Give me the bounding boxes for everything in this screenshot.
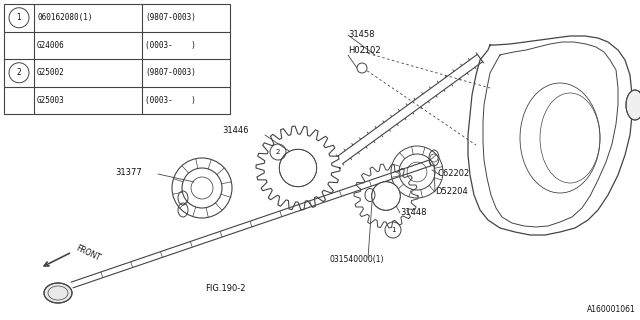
Text: 31458: 31458 — [348, 30, 374, 39]
Text: 1: 1 — [391, 227, 396, 233]
Text: A160001061: A160001061 — [588, 305, 636, 314]
Ellipse shape — [626, 90, 640, 120]
Text: G25002: G25002 — [37, 68, 65, 77]
Text: D52204: D52204 — [435, 187, 468, 196]
Text: 31446: 31446 — [222, 126, 248, 135]
Ellipse shape — [44, 283, 72, 303]
Text: C62202: C62202 — [438, 169, 470, 178]
Circle shape — [357, 63, 367, 73]
Text: 1: 1 — [17, 13, 21, 22]
Circle shape — [279, 149, 317, 187]
Circle shape — [372, 182, 400, 210]
Text: (9807-0003): (9807-0003) — [145, 68, 196, 77]
Text: (9807-0003): (9807-0003) — [145, 13, 196, 22]
Text: G24006: G24006 — [37, 41, 65, 50]
Text: G25003: G25003 — [37, 96, 65, 105]
Text: FIG.190-2: FIG.190-2 — [205, 284, 246, 293]
Text: (0003-    ): (0003- ) — [145, 41, 196, 50]
Text: 2: 2 — [17, 68, 21, 77]
Text: (0003-    ): (0003- ) — [145, 96, 196, 105]
Text: 031540000(1): 031540000(1) — [330, 255, 385, 264]
Text: 2: 2 — [276, 149, 280, 155]
Text: 31377: 31377 — [115, 168, 141, 177]
Text: 060162080(1): 060162080(1) — [37, 13, 93, 22]
Text: H02102: H02102 — [348, 46, 381, 55]
Bar — [4, 4, 230, 114]
Text: FRONT: FRONT — [74, 244, 102, 263]
Text: 31448: 31448 — [400, 208, 426, 217]
